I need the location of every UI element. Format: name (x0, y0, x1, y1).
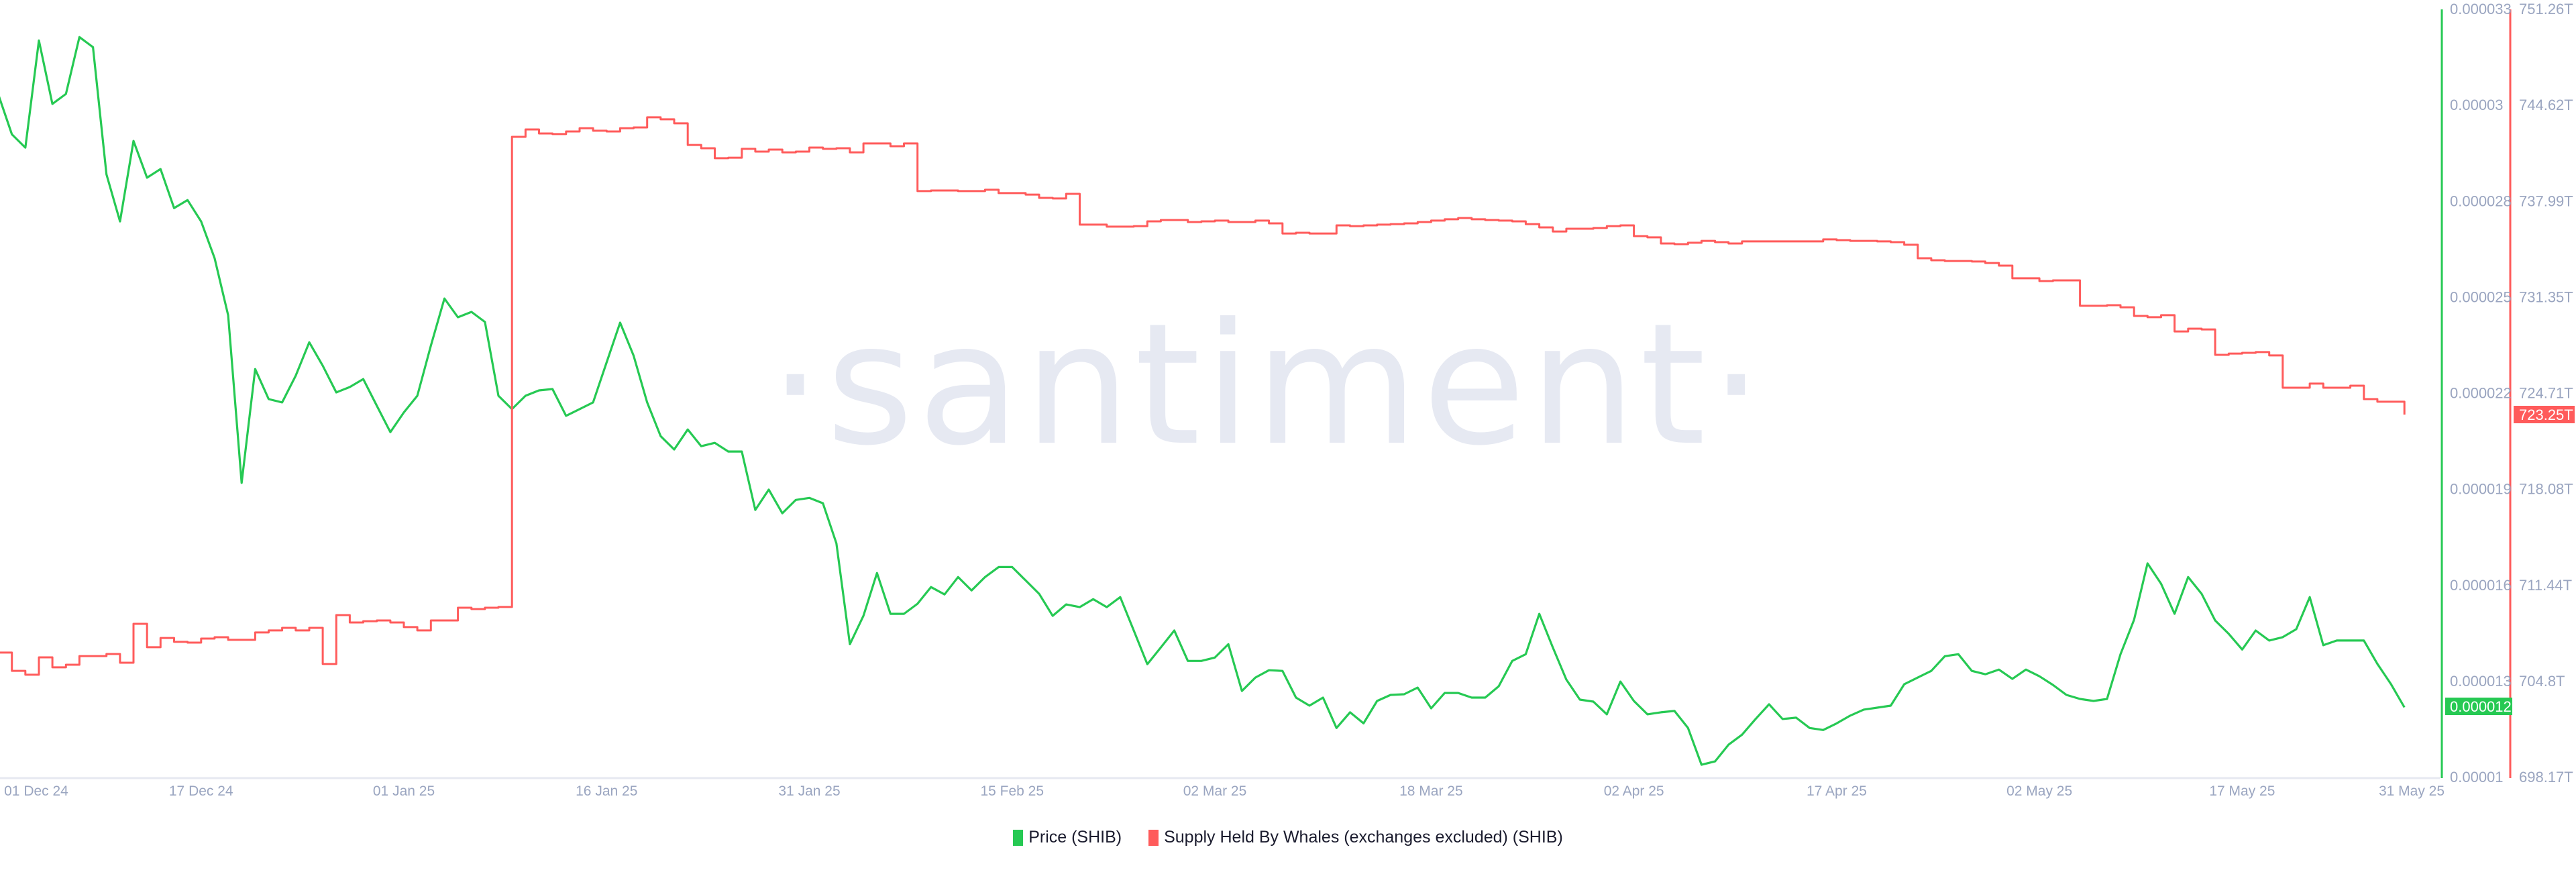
supply-axis-tick-label: 704.8T (2519, 673, 2565, 690)
x-tick-label: 02 Mar 25 (1183, 783, 1247, 799)
price-current-badge: 0.000012 (2445, 698, 2512, 715)
santiment-watermark: ·santiment· (769, 287, 1767, 482)
supply-axis-tick-label: 731.35T (2519, 288, 2573, 305)
price-axis-tick-label: 0.00003 (2450, 97, 2504, 113)
x-tick-label: 15 Feb 25 (980, 783, 1044, 799)
supply-axis-tick-label: 724.71T (2519, 385, 2573, 402)
supply-current-badge: 723.25T (2514, 406, 2575, 423)
supply-axis-tick-label: 744.62T (2519, 97, 2573, 113)
price-axis-tick-label: 0.000025 (2450, 288, 2512, 305)
supply-swatch-icon (1148, 829, 1159, 846)
supply-axis-tick-label: 737.99T (2519, 193, 2573, 209)
x-tick-label: 31 May 25 (2379, 783, 2445, 799)
legend: Price (SHIB) Supply Held By Whales (exch… (0, 828, 2576, 847)
price-axis-tick-label: 0.00001 (2450, 769, 2504, 785)
legend-label: Price (SHIB) (1028, 828, 1122, 847)
x-tick-label: 17 May 25 (2209, 783, 2275, 799)
supply-axis-tick-label: 698.17T (2519, 769, 2573, 785)
supply-series-line (0, 116, 2406, 676)
price-axis-tick-label: 0.000033 (2450, 1, 2512, 17)
x-tick-label: 17 Apr 25 (1807, 783, 1867, 799)
supply-current-value: 723.25T (2519, 406, 2573, 423)
supply-axis-tick-label: 718.08T (2519, 481, 2573, 498)
x-tick-label: 17 Dec 24 (169, 783, 233, 799)
legend-label: Supply Held By Whales (exchanges exclude… (1164, 828, 1563, 847)
price-current-value: 0.000012 (2450, 698, 2512, 715)
legend-item-supply[interactable]: Supply Held By Whales (exchanges exclude… (1148, 828, 1563, 847)
x-tick-label: 01 Dec 24 (4, 783, 68, 799)
price-axis-tick-label: 0.000013 (2450, 673, 2512, 690)
price-axis-tick-label: 0.000022 (2450, 385, 2512, 402)
x-tick-label: 02 May 25 (2006, 783, 2072, 799)
x-tick-label: 18 Mar 25 (1399, 783, 1463, 799)
legend-item-price[interactable]: Price (SHIB) (1013, 828, 1122, 847)
x-tick-label: 01 Jan 25 (373, 783, 435, 799)
price-axis-tick-label: 0.000016 (2450, 577, 2512, 594)
x-tick-label: 02 Apr 25 (1604, 783, 1664, 799)
y-axes: 0.000033 0.00003 0.000028 0.000025 0.000022 0… (2450, 1, 2573, 785)
price-swatch-icon (1013, 829, 1024, 846)
x-tick-label: 31 Jan 25 (778, 783, 840, 799)
supply-axis-tick-label: 751.26T (2519, 1, 2573, 17)
plot-area (0, 36, 2406, 766)
x-axis: 01 Dec 24 17 Dec 24 01 Jan 25 16 Jan 25 31 J… (4, 783, 2445, 799)
price-axis-tick-label: 0.000019 (2450, 481, 2512, 498)
price-axis-tick-label: 0.000028 (2450, 193, 2512, 209)
price-series-line (0, 36, 2406, 766)
supply-axis-tick-label: 711.44T (2519, 577, 2572, 594)
x-tick-label: 16 Jan 25 (576, 783, 637, 799)
